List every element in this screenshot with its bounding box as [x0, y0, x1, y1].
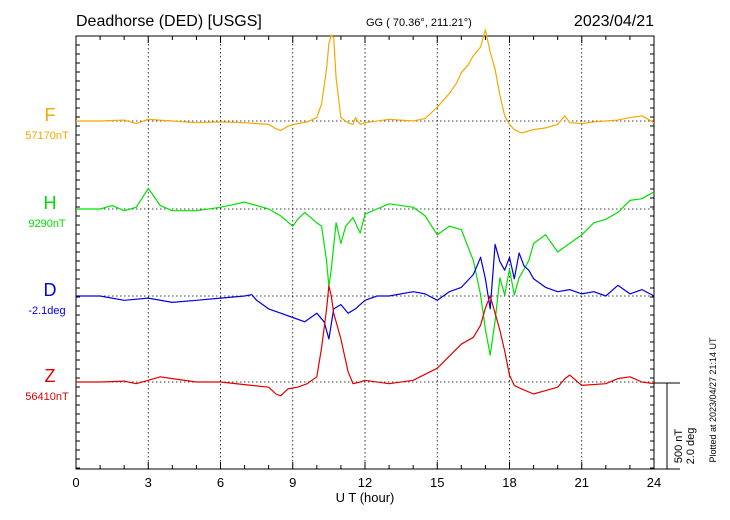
channel-label-h: H — [44, 193, 57, 213]
series-line-z — [76, 285, 655, 397]
scale-bar-label-nt: 500 nT — [673, 429, 685, 464]
channel-label-f: F — [45, 105, 56, 125]
series-line-d — [76, 243, 655, 340]
series-line-h — [76, 187, 655, 356]
channel-label-z: Z — [45, 366, 56, 386]
x-tick-label-0: 0 — [72, 475, 79, 490]
x-tick-label-18: 18 — [502, 475, 516, 490]
series-lines — [76, 29, 655, 397]
baseline-label-z: 56410nT — [25, 391, 69, 403]
x-tick-label-15: 15 — [430, 475, 444, 490]
x-tick-label-12: 12 — [358, 475, 372, 490]
x-tick-label-9: 9 — [289, 475, 296, 490]
coordinates-label: GG ( 70.36°, 211.21°) — [366, 17, 472, 29]
x-tick-label-3: 3 — [145, 475, 152, 490]
baseline-label-h: 9290nT — [28, 218, 66, 230]
scale-bar-label-deg: 2.0 deg — [685, 428, 697, 465]
channel-label-d: D — [44, 280, 57, 300]
axis-ticks: 0 3 6 9 12 15 18 21 24 — [72, 35, 661, 490]
baseline-label-f: 57170nT — [25, 130, 69, 142]
grid-lines — [147, 36, 583, 469]
x-tick-label-6: 6 — [217, 475, 224, 490]
series-line-f — [76, 29, 655, 134]
plotted-at-label: Plotted at 2023/04/27 21:14 UT — [708, 337, 718, 463]
baseline-label-d: -2.1deg — [28, 305, 65, 317]
x-tick-label-21: 21 — [575, 475, 589, 490]
date-label: 2023/04/21 — [574, 13, 654, 30]
x-tick-label-24: 24 — [647, 475, 661, 490]
station-title: Deadhorse (DED) [USGS] — [76, 13, 262, 30]
x-axis-label: U T (hour) — [336, 490, 395, 505]
